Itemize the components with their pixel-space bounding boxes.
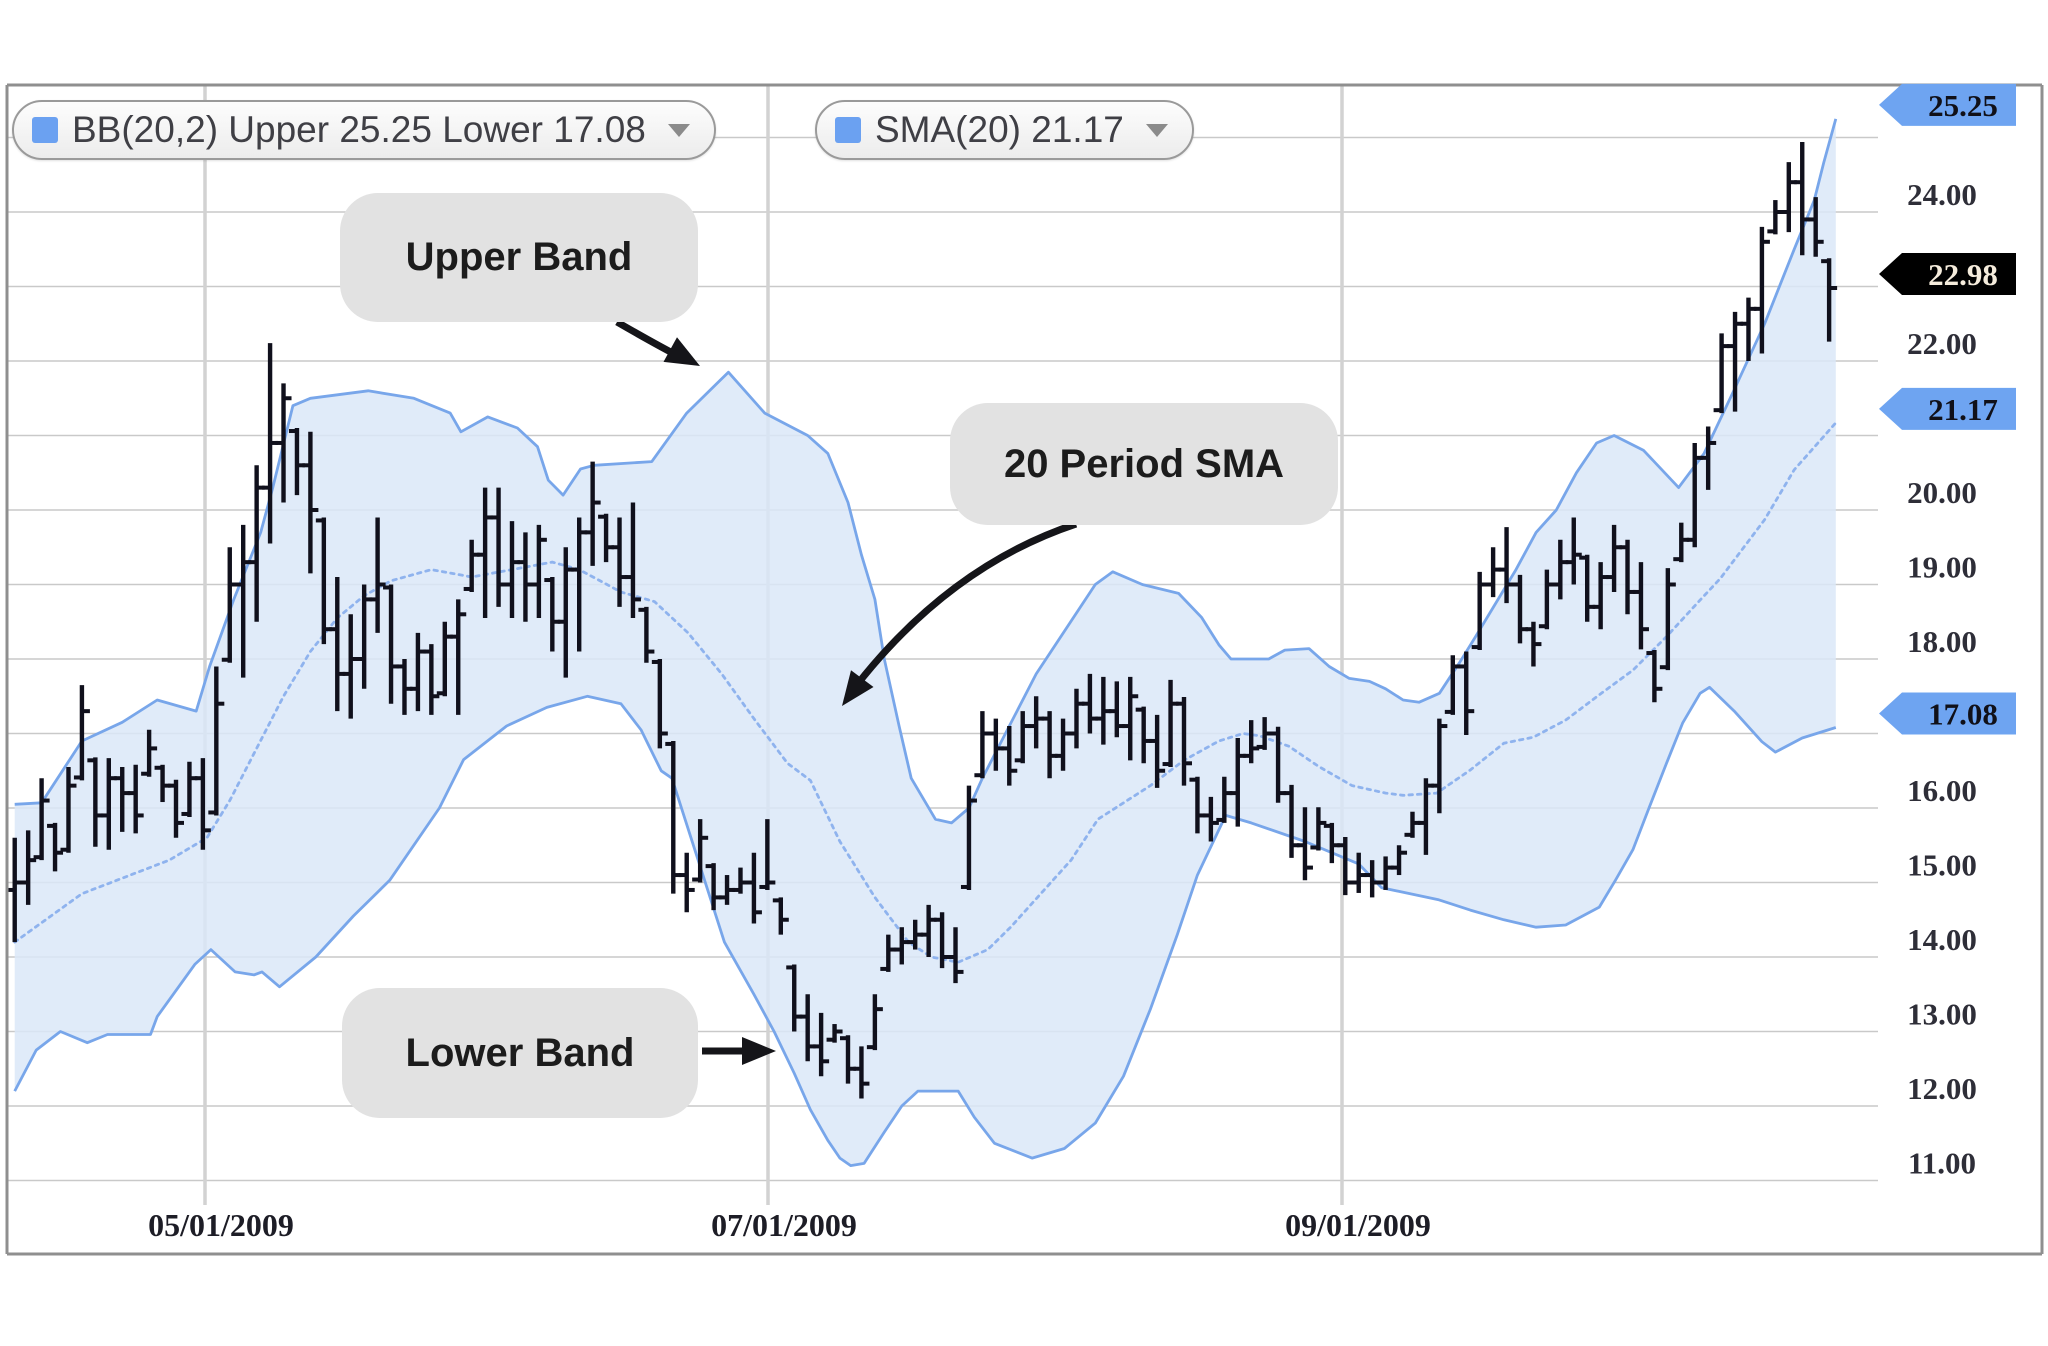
y-axis-label-24.00: 24.00: [1907, 177, 1977, 212]
price-bar: [1753, 226, 1770, 354]
price-bar: [772, 897, 789, 935]
price-bar: [194, 758, 211, 850]
price-badge-22.98: [1879, 252, 2016, 295]
lower-band-arrow-head: [742, 1037, 776, 1065]
price-bar: [1458, 651, 1475, 735]
price-bar: [866, 994, 883, 1051]
price-bar: [1485, 547, 1502, 598]
price-bar: [60, 767, 77, 853]
sma-color-swatch-icon: [835, 117, 861, 143]
price-bar: [584, 461, 601, 566]
price-bar: [960, 785, 977, 890]
upper-band-annotation-text: Upper Band: [405, 235, 633, 279]
price-bar: [1780, 162, 1797, 233]
price-bar: [275, 383, 292, 503]
price-bar: [127, 764, 144, 834]
price-badge-17.08: [1879, 692, 2016, 735]
price-bar: [1807, 197, 1824, 257]
price-bar: [1122, 676, 1139, 761]
price-bar: [302, 431, 319, 574]
price-bar: [692, 819, 709, 883]
legend-pill-bollinger[interactable]: BB(20,2) Upper 25.25 Lower 17.08: [12, 100, 716, 160]
price-bar: [1391, 845, 1408, 876]
y-axis-label-13.00: 13.00: [1907, 997, 1977, 1032]
price-bar: [678, 852, 695, 913]
price-bar: [33, 778, 50, 861]
price-bar: [168, 779, 184, 838]
lower-band-line: [13, 685, 1837, 1167]
y-axis-label-12.00: 12.00: [1907, 1071, 1977, 1106]
y-axis-label-16.00: 16.00: [1907, 773, 1977, 808]
bollinger-color-swatch-icon: [32, 117, 58, 143]
x-axis-label-05/01/2009: 05/01/2009: [148, 1207, 294, 1243]
upper-band-annotation: Upper Band: [340, 193, 698, 322]
price-bar: [141, 729, 158, 777]
y-axis-label-22.00: 22.00: [1907, 326, 1977, 361]
price-bar: [1632, 562, 1649, 650]
price-badge-25.25: [1879, 83, 2016, 126]
price-bar: [638, 606, 655, 663]
price-bar: [1176, 696, 1192, 786]
chevron-down-icon[interactable]: [1145, 123, 1168, 137]
price-bar: [450, 599, 467, 715]
price-bar: [1431, 718, 1448, 814]
sma-line: [13, 421, 1838, 964]
price-badge-label-21.17: 21.17: [1928, 392, 1998, 427]
legend-pill-sma-label: SMA(20) 21.17: [875, 109, 1124, 150]
price-bar: [1767, 200, 1784, 235]
price-bar: [1001, 726, 1018, 786]
chevron-down-icon[interactable]: [667, 123, 690, 137]
legend-pill-bollinger-label: BB(20,2) Upper 25.25 Lower 17.08: [72, 109, 646, 150]
y-axis-label-19.00: 19.00: [1907, 550, 1977, 585]
sma-annotation-text: 20 Period SMA: [1003, 441, 1285, 486]
price-bar: [947, 927, 964, 984]
x-axis-label-09/01/2009: 09/01/2009: [1285, 1207, 1431, 1243]
price-bar: [1646, 650, 1663, 703]
price-badge-label-17.08: 17.08: [1928, 697, 1998, 732]
price-bar: [826, 1024, 843, 1043]
price-badge-21.17: [1879, 387, 2016, 430]
price-bar: [1659, 568, 1676, 671]
price-bar: [745, 852, 762, 924]
price-bar: [1310, 807, 1327, 851]
bollinger-band-fill: [14, 118, 1836, 1166]
lower-band-annotation: Lower Band: [342, 988, 698, 1118]
sma-arrow: [853, 520, 1078, 689]
y-axis-label-18.00: 18.00: [1907, 624, 1977, 659]
y-axis-label-15.00: 15.00: [1907, 848, 1977, 883]
price-badge-label-25.25: 25.25: [1928, 88, 1998, 123]
x-axis-label-07/01/2009: 07/01/2009: [711, 1207, 857, 1243]
price-bar: [208, 666, 225, 816]
upper-band-arrow-head: [663, 337, 700, 366]
price-badge-label-22.98: 22.98: [1928, 257, 1998, 292]
price-bar: [47, 822, 64, 872]
price-bar: [813, 1012, 830, 1077]
price-bar: [20, 830, 37, 905]
price-bar: [1525, 621, 1542, 667]
price-bar: [1149, 714, 1166, 788]
legend-pill-sma[interactable]: SMA(20) 21.17: [815, 100, 1194, 160]
price-bar: [1202, 796, 1219, 842]
price-bar: [651, 659, 668, 749]
sma-annotation: 20 Period SMA: [950, 403, 1338, 525]
price-bar: [1296, 807, 1313, 881]
price-bar: [73, 685, 90, 781]
price-bar: [1700, 426, 1717, 490]
y-axis-label-11.00: 11.00: [1908, 1146, 1976, 1181]
price-bar: [1565, 517, 1582, 585]
y-axis-label-20.00: 20.00: [1907, 475, 1977, 510]
price-bar: [530, 524, 547, 619]
y-axis-label-14.00: 14.00: [1907, 922, 1977, 957]
price-bar: [759, 819, 776, 890]
sma-arrow-head: [842, 670, 874, 706]
price-bar: [853, 1046, 870, 1099]
lower-band-annotation-text: Lower Band: [405, 1030, 635, 1075]
price-bar: [624, 502, 641, 619]
price-bar: [369, 517, 386, 633]
price-bar: [423, 644, 440, 715]
price-bar: [1821, 258, 1838, 342]
